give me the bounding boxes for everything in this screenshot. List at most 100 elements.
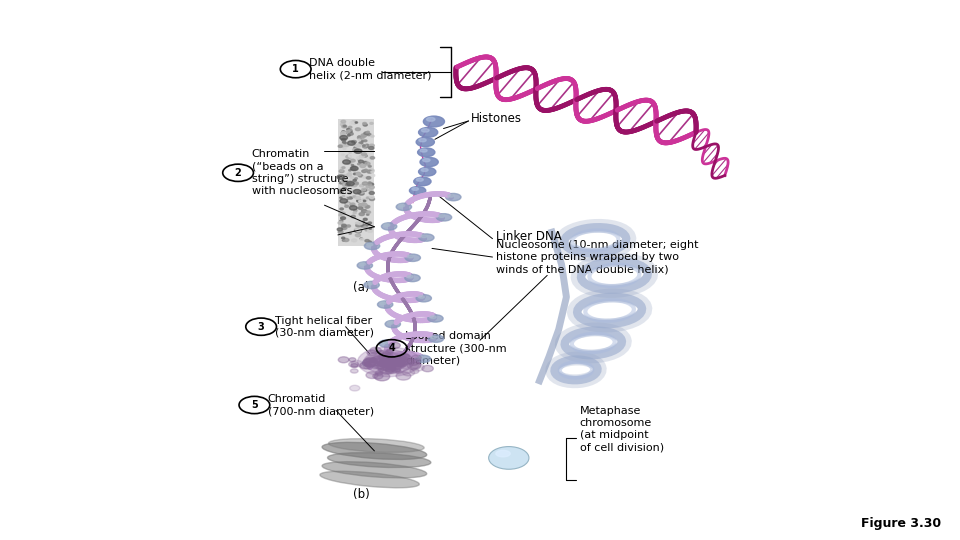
Circle shape [377,363,389,370]
Circle shape [369,241,372,242]
Circle shape [350,232,353,233]
Circle shape [370,196,374,199]
Text: (a): (a) [353,281,370,294]
Circle shape [344,239,348,241]
Circle shape [341,217,346,220]
Circle shape [359,200,363,202]
Ellipse shape [327,453,431,468]
Circle shape [359,213,365,215]
Circle shape [355,122,357,123]
Ellipse shape [357,262,372,269]
Circle shape [358,163,360,165]
Circle shape [369,228,372,229]
Circle shape [350,203,355,205]
Circle shape [341,120,346,123]
Circle shape [360,185,364,187]
Circle shape [348,193,351,194]
Circle shape [398,355,407,360]
Circle shape [368,230,372,232]
Ellipse shape [381,222,396,230]
Circle shape [341,197,347,200]
Circle shape [348,183,352,185]
Ellipse shape [396,203,412,211]
Ellipse shape [365,361,371,363]
Ellipse shape [417,178,423,181]
Circle shape [396,372,411,380]
Circle shape [354,229,360,232]
Text: Looped domain
structure (300-nm
diameter): Looped domain structure (300-nm diameter… [405,331,507,366]
Circle shape [363,188,368,191]
Circle shape [363,145,369,148]
Circle shape [341,132,346,134]
Circle shape [392,367,400,372]
Circle shape [363,177,366,178]
Circle shape [343,184,346,186]
Circle shape [385,350,393,354]
Circle shape [347,203,349,205]
Ellipse shape [364,281,379,289]
Ellipse shape [419,295,424,298]
Circle shape [359,230,362,231]
Circle shape [339,170,344,172]
Circle shape [342,138,346,141]
Circle shape [349,122,354,124]
Circle shape [358,207,363,210]
Ellipse shape [323,462,426,478]
Circle shape [386,357,398,365]
Circle shape [341,132,345,134]
Circle shape [369,222,372,224]
Circle shape [349,233,351,234]
Circle shape [361,138,364,139]
Circle shape [342,171,345,172]
Circle shape [343,160,350,164]
Circle shape [370,186,374,188]
Circle shape [337,228,343,231]
Circle shape [363,154,367,157]
Circle shape [378,360,391,367]
Circle shape [366,211,371,213]
Circle shape [353,190,361,194]
Circle shape [364,364,373,369]
Circle shape [348,126,352,128]
Circle shape [342,224,347,227]
Circle shape [364,140,367,141]
Ellipse shape [419,139,426,142]
Circle shape [351,167,356,170]
Circle shape [342,195,345,197]
Circle shape [342,167,345,168]
Circle shape [367,177,371,179]
Circle shape [386,360,396,366]
Circle shape [382,352,390,356]
Ellipse shape [377,301,393,308]
Circle shape [363,359,376,366]
Circle shape [345,202,350,205]
Circle shape [400,354,409,359]
Circle shape [354,149,362,153]
Circle shape [371,171,373,173]
Circle shape [348,141,355,145]
Circle shape [359,191,364,193]
Circle shape [346,184,350,186]
Circle shape [371,135,374,137]
Text: 1: 1 [292,64,300,74]
Circle shape [362,210,367,213]
Circle shape [367,197,370,199]
Circle shape [391,360,404,367]
Circle shape [353,148,358,151]
Text: Metaphase
chromosome
(at midpoint
of cell division): Metaphase chromosome (at midpoint of cel… [580,406,664,453]
Circle shape [342,125,347,128]
Circle shape [350,177,353,178]
Circle shape [346,197,349,199]
Ellipse shape [364,350,414,374]
Circle shape [394,365,401,369]
Circle shape [368,358,382,366]
Circle shape [342,226,347,230]
Circle shape [350,166,358,171]
Circle shape [369,166,372,167]
Circle shape [371,157,374,159]
Circle shape [343,240,345,241]
Text: Nucleosome (10-nm diameter; eight
histone proteins wrapped by two
winds of the D: Nucleosome (10-nm diameter; eight histon… [496,240,699,274]
Ellipse shape [414,177,431,186]
Circle shape [341,218,344,219]
Circle shape [341,134,345,136]
